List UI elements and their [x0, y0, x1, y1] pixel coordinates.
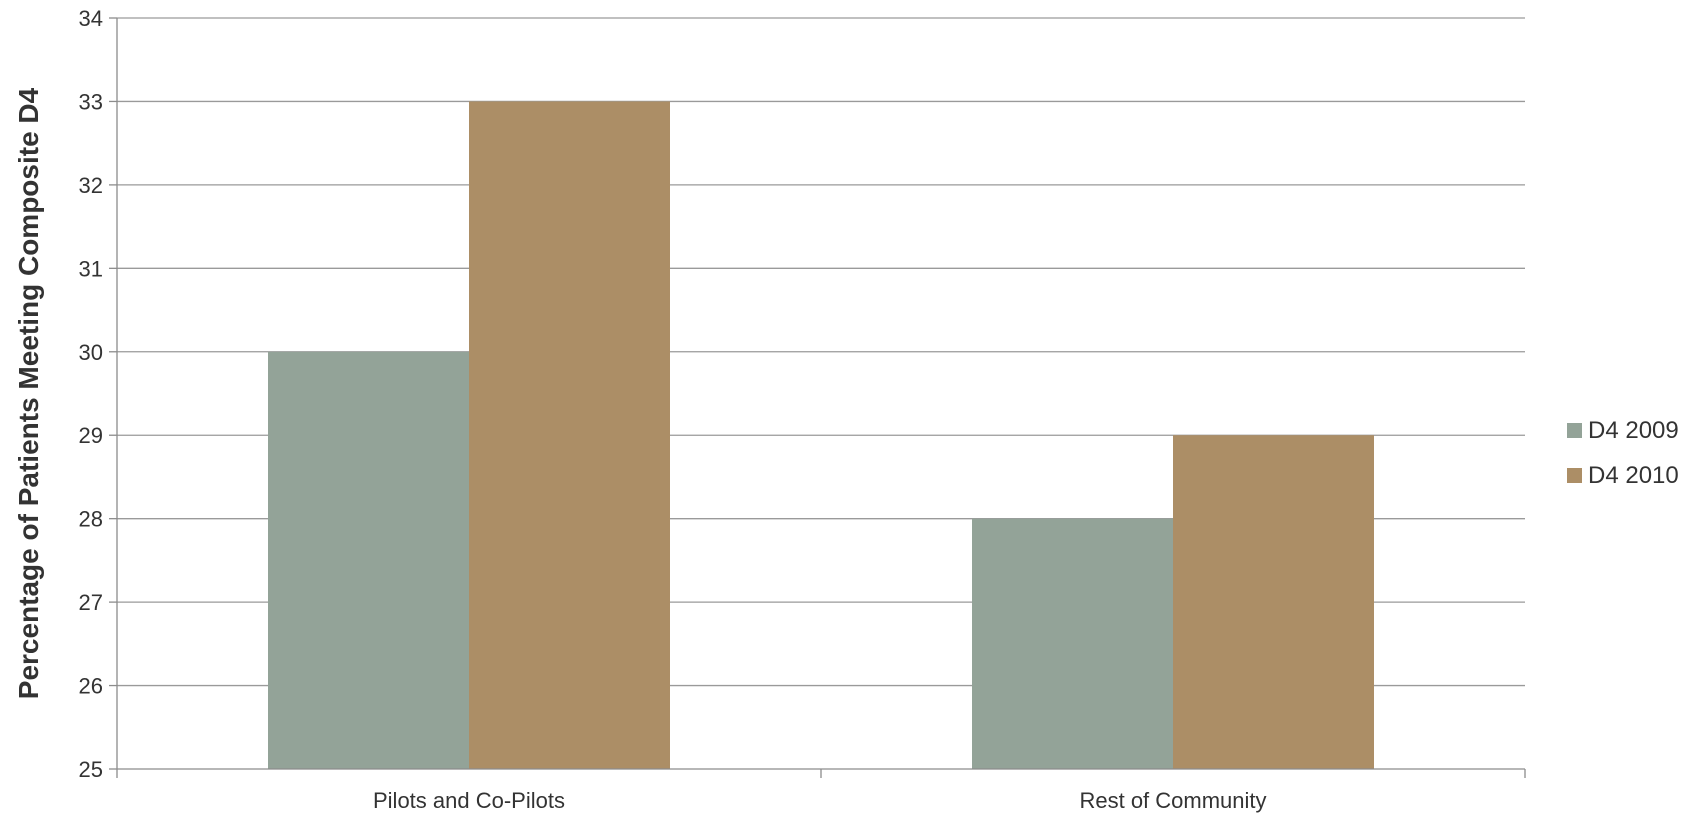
y-tick-label: 33	[79, 89, 103, 114]
bar-d4-2009	[268, 351, 469, 769]
x-tick-labels: Pilots and Co-Pilots Rest of Community	[373, 788, 1267, 813]
legend-label: D4 2009	[1588, 417, 1679, 444]
legend-item: D4 2010	[1567, 462, 1679, 489]
y-tick-label: 30	[79, 340, 103, 365]
y-tick-label: 26	[79, 674, 103, 699]
y-tick-label: 27	[79, 590, 103, 615]
y-tick-labels: 25 26 27 28 29 30 31 32 33 34	[79, 6, 103, 782]
y-tick-label: 34	[79, 6, 103, 31]
x-tick-label: Rest of Community	[1079, 788, 1266, 813]
y-tick-label: 25	[79, 757, 103, 782]
legend-swatch	[1567, 423, 1582, 438]
legend-item: D4 2009	[1567, 417, 1679, 444]
legend-swatch	[1567, 468, 1582, 483]
bar-d4-2009	[972, 518, 1173, 769]
y-tick-label: 32	[79, 173, 103, 198]
bars	[268, 101, 1374, 769]
y-tick-label: 31	[79, 256, 103, 281]
legend: D4 2009 D4 2010	[1567, 417, 1679, 489]
axes	[109, 17, 1526, 778]
x-tick-label: Pilots and Co-Pilots	[373, 788, 565, 813]
bar-d4-2010	[1173, 435, 1374, 769]
y-tick-label: 28	[79, 507, 103, 532]
y-tick-label: 29	[79, 423, 103, 448]
y-axis-label: Percentage of Patients Meeting Composite…	[13, 87, 44, 699]
bar-d4-2010	[469, 101, 670, 769]
legend-label: D4 2010	[1588, 462, 1679, 489]
